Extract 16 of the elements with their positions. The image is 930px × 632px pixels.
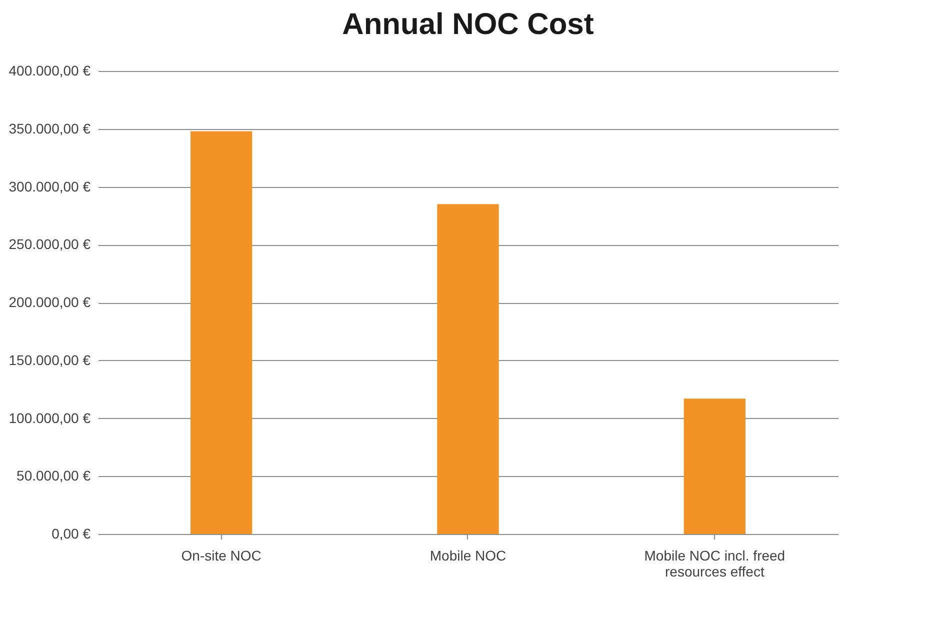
chart-title: Annual NOC Cost <box>342 8 594 41</box>
x-tick-label: On-site NOC <box>181 548 262 564</box>
y-tick-label: 200.000,00 € <box>8 294 91 310</box>
bar <box>190 131 252 534</box>
y-tick-label: 150.000,00 € <box>8 352 91 368</box>
x-tick-label: Mobile NOC <box>430 548 506 564</box>
y-tick-label: 0,00 € <box>52 526 91 542</box>
bar <box>437 204 499 534</box>
y-tick-label: 250.000,00 € <box>8 236 91 252</box>
y-tick-label: 300.000,00 € <box>8 178 91 194</box>
y-tick-label: 350.000,00 € <box>8 120 91 136</box>
y-tick-label: 100.000,00 € <box>8 410 91 426</box>
bar <box>684 398 746 534</box>
y-tick-label: 400.000,00 € <box>8 62 91 78</box>
y-tick-label: 50.000,00 € <box>16 468 91 484</box>
x-tick-label: Mobile NOC incl. freed resources effect <box>644 548 786 580</box>
